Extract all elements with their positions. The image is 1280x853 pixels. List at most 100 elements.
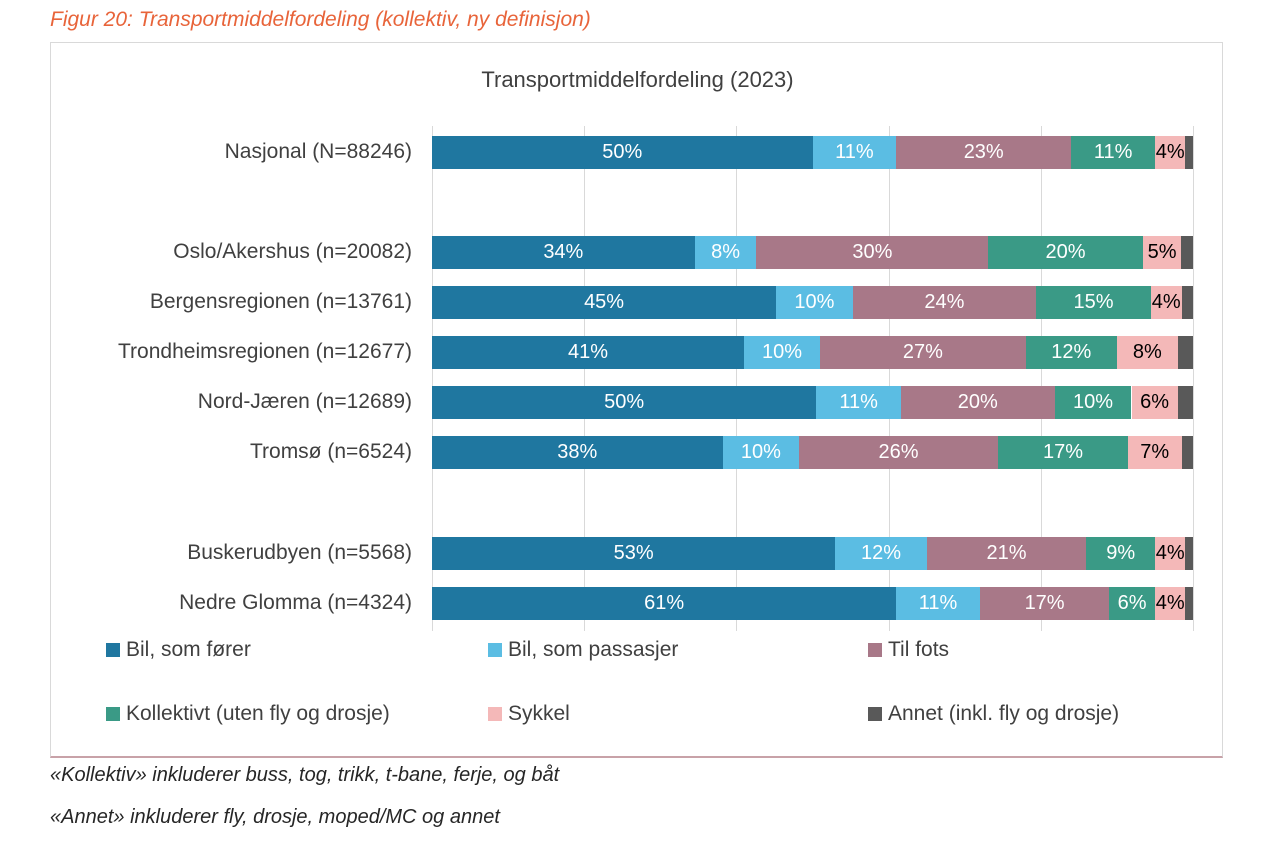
gridline <box>1193 126 1194 631</box>
bar-segment <box>1127 436 1182 469</box>
data-label: 6% <box>1117 592 1147 614</box>
bar-segment <box>1109 587 1155 620</box>
data-label: 9% <box>1106 542 1136 564</box>
bar-segment <box>1116 336 1178 369</box>
data-label: 12% <box>1051 341 1092 363</box>
bar-segment <box>756 236 989 269</box>
bar-segment <box>1154 537 1186 570</box>
bar-segment <box>694 236 757 269</box>
data-label: 8% <box>1132 341 1162 363</box>
gridline <box>432 126 433 631</box>
data-label: 4% <box>1155 141 1185 163</box>
bar-segment <box>1185 537 1193 570</box>
category-label: Nasjonal (N=88246) <box>224 140 412 163</box>
legend-item: Kollektivt (uten fly og drosje) <box>106 702 390 726</box>
data-label: 50% <box>602 141 643 163</box>
data-label: 24% <box>924 291 965 313</box>
bar-segment <box>1185 587 1193 620</box>
gridline <box>888 126 890 631</box>
bar-segment <box>432 286 777 319</box>
data-label: 20% <box>1045 241 1086 263</box>
bar-segment <box>432 386 817 419</box>
legend-label: Bil, som passasjer <box>508 638 679 661</box>
legend-swatch <box>106 643 120 657</box>
figure-caption: Figur 20: Transportmiddelfordeling (koll… <box>50 8 591 31</box>
bar-segment <box>852 286 1037 319</box>
legend-label: Kollektivt (uten fly og drosje) <box>126 702 390 725</box>
data-label: 4% <box>1155 592 1185 614</box>
data-label: 61% <box>644 592 685 614</box>
legend-swatch <box>868 707 882 721</box>
bar-segment <box>997 436 1128 469</box>
category-label: Tromsø (n=6524) <box>249 440 412 463</box>
data-label: 15% <box>1073 291 1114 313</box>
bar-segment <box>1154 136 1186 169</box>
bar-segment <box>776 286 853 319</box>
bar-segment <box>1036 286 1151 319</box>
bar-segment <box>432 136 813 169</box>
category-label: Bergensregionen (n=13761) <box>149 290 412 313</box>
bar-segment <box>1071 136 1155 169</box>
category-label: Nord-Jæren (n=12689) <box>197 390 412 413</box>
data-label: 53% <box>613 542 654 564</box>
bar-segment <box>926 537 1087 570</box>
bar-segment <box>1025 336 1117 369</box>
data-label: 6% <box>1140 391 1169 413</box>
data-label: 10% <box>794 291 835 313</box>
bar-segment <box>820 336 1026 369</box>
legend-swatch <box>488 707 502 721</box>
data-label: 12% <box>860 542 901 564</box>
gridline <box>584 126 586 631</box>
legend-label: Annet (inkl. fly og drosje) <box>888 702 1120 725</box>
data-label: 11% <box>918 592 958 614</box>
chart-container: Transportmiddelfordeling (2023) Nasjonal… <box>50 42 1223 758</box>
data-label: 26% <box>878 441 919 463</box>
gridline <box>736 126 738 631</box>
bar-segment <box>900 386 1055 419</box>
bar-segment <box>1181 236 1193 269</box>
data-label: 38% <box>557 441 598 463</box>
data-label: 17% <box>1024 592 1065 614</box>
data-label: 21% <box>986 542 1027 564</box>
data-label: 10% <box>740 441 781 463</box>
data-label: 11% <box>835 141 874 163</box>
bar-segment <box>722 436 800 469</box>
data-label: 8% <box>711 241 741 263</box>
data-label: 11% <box>839 391 878 413</box>
data-label: 10% <box>762 341 803 363</box>
bar-segment <box>432 236 695 269</box>
category-label: Oslo/Akershus (n=20082) <box>173 240 412 263</box>
data-label: 17% <box>1042 441 1083 463</box>
data-label: 7% <box>1140 441 1170 463</box>
data-label: 11% <box>1093 141 1133 163</box>
bar-segment <box>835 537 927 570</box>
bar-segment <box>1086 537 1155 570</box>
data-label: 34% <box>543 241 584 263</box>
bar-segment <box>812 136 897 169</box>
data-label: 23% <box>963 141 1004 163</box>
data-label: 5% <box>1147 241 1177 263</box>
bar-segment <box>432 537 836 570</box>
bar-segment <box>799 436 998 469</box>
legend-item: Annet (inkl. fly og drosje) <box>868 702 1119 726</box>
bar-segment <box>1177 336 1193 369</box>
legend-swatch <box>868 643 882 657</box>
bar-segment <box>744 336 821 369</box>
bar-segment <box>896 587 980 620</box>
bar-segment <box>1181 286 1193 319</box>
data-label: 41% <box>567 341 609 363</box>
bar-segment <box>988 236 1143 269</box>
bar-segment <box>1131 386 1178 419</box>
bar-segment <box>432 336 744 369</box>
bar-segment <box>1177 386 1193 419</box>
bar-segment <box>1054 386 1132 419</box>
data-label: 10% <box>1073 391 1114 413</box>
legend-label: Bil, som fører <box>126 638 251 661</box>
bar-segment <box>1154 587 1186 620</box>
data-label: 45% <box>584 291 625 313</box>
note-annet: «Annet» inkluderer fly, drosje, moped/MC… <box>50 806 500 828</box>
chart-title: Transportmiddelfordeling (2023) <box>481 67 794 92</box>
data-label: 20% <box>957 391 998 413</box>
legend-item: Bil, som fører <box>106 638 251 662</box>
legend-label: Til fots <box>888 638 950 661</box>
